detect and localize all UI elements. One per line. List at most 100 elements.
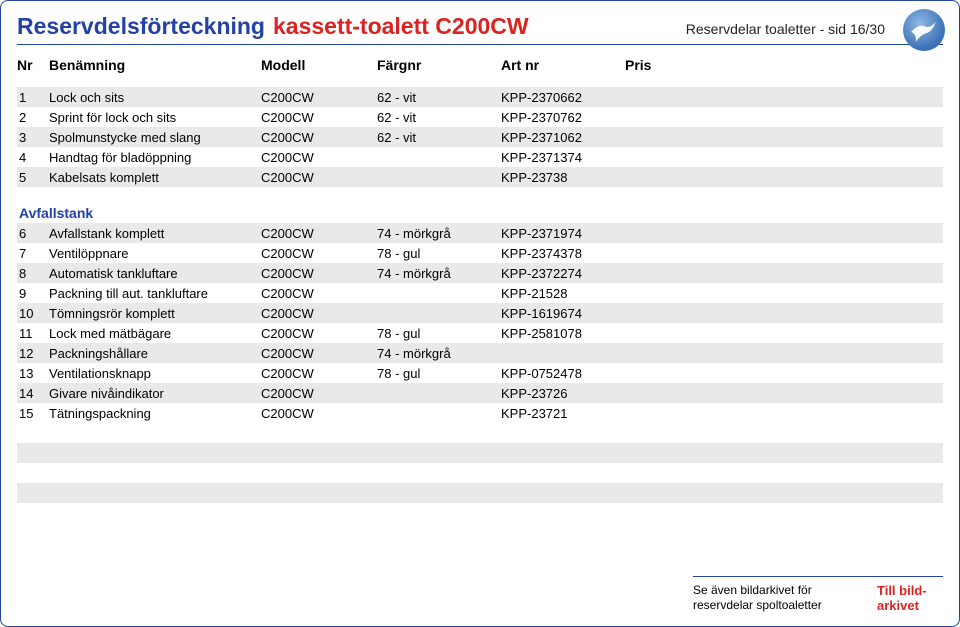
empty-row bbox=[17, 463, 943, 483]
cell-name: Ventilöppnare bbox=[49, 246, 261, 261]
cell-color: 78 - gul bbox=[377, 246, 501, 261]
empty-row bbox=[17, 443, 943, 463]
table-row: 8Automatisk tankluftareC200CW74 - mörkgr… bbox=[17, 263, 943, 283]
page-frame: Reservdelsförteckning kassett-toalett C2… bbox=[0, 0, 960, 627]
cell-model: C200CW bbox=[261, 130, 377, 145]
cell-model: C200CW bbox=[261, 386, 377, 401]
column-headers: Nr Benämning Modell Färgnr Art nr Pris bbox=[17, 53, 943, 81]
title-main: Reservdelsförteckning bbox=[17, 13, 265, 40]
cell-color: 62 - vit bbox=[377, 110, 501, 125]
table-row: 9Packning till aut. tankluftareC200CW KPP… bbox=[17, 283, 943, 303]
footer-link-line2: arkivet bbox=[877, 598, 919, 613]
header: Reservdelsförteckning kassett-toalett C2… bbox=[17, 13, 943, 45]
cell-model: C200CW bbox=[261, 306, 377, 321]
cell-art: KPP-23721 bbox=[501, 406, 625, 421]
col-art: Art nr bbox=[501, 57, 625, 73]
parts-table: 1Lock och sitsC200CW62 - vitKPP-23706622… bbox=[17, 87, 943, 423]
table-row: 10Tömningsrör komplettC200CWKPP-1619674 bbox=[17, 303, 943, 323]
cell-name: Ventilationsknapp bbox=[49, 366, 261, 381]
table-row: 12PackningshållareC200CW74 - mörkgrå bbox=[17, 343, 943, 363]
cell-name: Lock med mätbägare bbox=[49, 326, 261, 341]
col-price: Pris bbox=[625, 57, 943, 73]
cell-model: C200CW bbox=[261, 346, 377, 361]
brand-logo bbox=[903, 9, 945, 51]
cell-model: C200CW bbox=[261, 266, 377, 281]
cell-nr: 5 bbox=[17, 170, 49, 185]
cell-art: KPP-2372274 bbox=[501, 266, 625, 281]
cell-color: 74 - mörkgrå bbox=[377, 226, 501, 241]
cell-model: C200CW bbox=[261, 110, 377, 125]
archive-link[interactable]: Till bild- arkivet bbox=[877, 583, 943, 614]
cell-nr: 7 bbox=[17, 246, 49, 261]
cell-nr: 11 bbox=[17, 326, 49, 341]
table-row: 6Avfallstank komplettC200CW74 - mörkgråK… bbox=[17, 223, 943, 243]
table-row: 4Handtag för bladöppningC200CW KPP-237137… bbox=[17, 147, 943, 167]
table-row: 11Lock med mätbägareC200CW78 - gulKPP-25… bbox=[17, 323, 943, 343]
col-model: Modell bbox=[261, 57, 377, 73]
cell-model: C200CW bbox=[261, 326, 377, 341]
cell-art: KPP-2581078 bbox=[501, 326, 625, 341]
cell-name: Spolmunstycke med slang bbox=[49, 130, 261, 145]
cell-name: Givare nivåindikator bbox=[49, 386, 261, 401]
table-row: 1Lock och sitsC200CW62 - vitKPP-2370662 bbox=[17, 87, 943, 107]
section-heading: Avfallstank bbox=[17, 205, 943, 221]
cell-model: C200CW bbox=[261, 90, 377, 105]
cell-nr: 6 bbox=[17, 226, 49, 241]
cell-nr: 1 bbox=[17, 90, 49, 105]
cell-name: Handtag för bladöppning bbox=[49, 150, 261, 165]
cell-model: C200CW bbox=[261, 150, 377, 165]
page-title: Reservdelsförteckning kassett-toalett C2… bbox=[17, 13, 529, 40]
trailing-stripes bbox=[17, 443, 943, 523]
cell-model: C200CW bbox=[261, 286, 377, 301]
col-nr: Nr bbox=[17, 57, 49, 73]
table-row: 2Sprint för lock och sitsC200CW62 - vitK… bbox=[17, 107, 943, 127]
table-row: 7VentilöppnareC200CW78 - gulKPP-2374378 bbox=[17, 243, 943, 263]
cell-nr: 3 bbox=[17, 130, 49, 145]
page-number: Reservdelar toaletter - sid 16/30 bbox=[686, 21, 885, 37]
cell-name: Packning till aut. tankluftare bbox=[49, 286, 261, 301]
footer-note-line2: reservdelar spoltoaletter bbox=[693, 598, 822, 612]
cell-nr: 10 bbox=[17, 306, 49, 321]
cell-color: 74 - mörkgrå bbox=[377, 346, 501, 361]
cell-model: C200CW bbox=[261, 170, 377, 185]
cell-art: KPP-2371374 bbox=[501, 150, 625, 165]
cell-nr: 4 bbox=[17, 150, 49, 165]
cell-art: KPP-2371974 bbox=[501, 226, 625, 241]
cell-nr: 2 bbox=[17, 110, 49, 125]
col-color: Färgnr bbox=[377, 57, 501, 73]
cell-art: KPP-2371062 bbox=[501, 130, 625, 145]
footer-note-line1: Se även bildarkivet för bbox=[693, 583, 812, 597]
cell-art: KPP-2370762 bbox=[501, 110, 625, 125]
cell-nr: 14 bbox=[17, 386, 49, 401]
cell-name: Lock och sits bbox=[49, 90, 261, 105]
cell-art: KPP-23726 bbox=[501, 386, 625, 401]
cell-art: KPP-21528 bbox=[501, 286, 625, 301]
cell-name: Packningshållare bbox=[49, 346, 261, 361]
table-row: 15TätningspackningC200CWKPP-23721 bbox=[17, 403, 943, 423]
cell-color: 74 - mörkgrå bbox=[377, 266, 501, 281]
cell-color: 62 - vit bbox=[377, 130, 501, 145]
cell-art: KPP-0752478 bbox=[501, 366, 625, 381]
cell-name: Sprint för lock och sits bbox=[49, 110, 261, 125]
cell-model: C200CW bbox=[261, 366, 377, 381]
cell-nr: 8 bbox=[17, 266, 49, 281]
cell-model: C200CW bbox=[261, 246, 377, 261]
cell-color: 62 - vit bbox=[377, 90, 501, 105]
cell-art: KPP-2374378 bbox=[501, 246, 625, 261]
table-row: 5Kabelsats komplettC200CWKPP-23738 bbox=[17, 167, 943, 187]
cell-nr: 9 bbox=[17, 286, 49, 301]
footer-note: Se även bildarkivet för reservdelar spol… bbox=[693, 583, 859, 614]
cell-model: C200CW bbox=[261, 406, 377, 421]
cell-art: KPP-2370662 bbox=[501, 90, 625, 105]
table-row: 14Givare nivåindikatorC200CW KPP-23726 bbox=[17, 383, 943, 403]
cell-nr: 13 bbox=[17, 366, 49, 381]
table-row: 3Spolmunstycke med slangC200CW62 - vitKP… bbox=[17, 127, 943, 147]
empty-row bbox=[17, 483, 943, 503]
empty-row bbox=[17, 503, 943, 523]
col-name: Benämning bbox=[49, 57, 261, 73]
table-row: 13VentilationsknappC200CW78 - gulKPP-075… bbox=[17, 363, 943, 383]
cell-model: C200CW bbox=[261, 226, 377, 241]
cell-nr: 12 bbox=[17, 346, 49, 361]
cell-name: Avfallstank komplett bbox=[49, 226, 261, 241]
cell-art: KPP-1619674 bbox=[501, 306, 625, 321]
